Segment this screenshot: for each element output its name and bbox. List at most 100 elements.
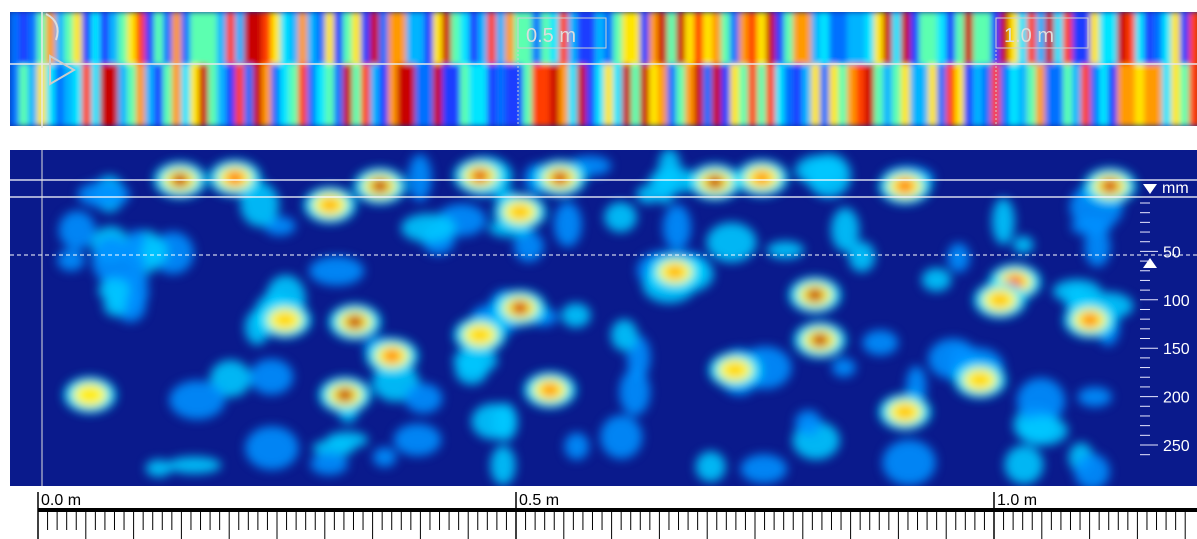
heat-blob-core xyxy=(726,363,744,377)
plan-heat-cell xyxy=(226,12,237,67)
plan-heat-cell xyxy=(343,64,354,126)
plan-heat-cell xyxy=(154,12,165,67)
plan-heat-cell xyxy=(1018,12,1029,67)
plan-heat-cell xyxy=(442,12,453,67)
plan-heat-cell xyxy=(208,12,219,67)
depth-tick-label: 200 xyxy=(1163,390,1190,407)
plan-heat-cell xyxy=(370,64,381,126)
plan-heat-cell xyxy=(127,64,138,126)
plan-heat-cell xyxy=(613,12,624,67)
plan-heat-cell xyxy=(1099,12,1110,67)
plan-heat-cell xyxy=(568,64,579,126)
plan-heat-cell xyxy=(946,64,957,126)
plan-heat-cell xyxy=(28,64,39,126)
plan-heat-cell xyxy=(865,12,876,67)
heat-blob xyxy=(455,355,489,385)
plan-heat-cell xyxy=(496,64,507,126)
plan-heat-cell xyxy=(856,64,867,126)
plan-heat-cell xyxy=(838,64,849,126)
plan-heat-cell xyxy=(784,12,795,67)
scan-direction-icon xyxy=(45,13,59,41)
plan-heat-cell xyxy=(172,64,183,126)
plan-heat-cell xyxy=(289,64,300,126)
plan-heat-cell xyxy=(730,64,741,126)
plan-heat-cell xyxy=(1018,64,1029,126)
plan-heat-cell xyxy=(532,64,543,126)
heat-blob xyxy=(706,222,757,263)
ruler-label: 1.0 m xyxy=(997,492,1037,509)
plan-heat-cell xyxy=(1036,12,1047,67)
plan-heat-cell xyxy=(595,64,606,126)
plan-heat-cell xyxy=(784,64,795,126)
plan-heat-cell xyxy=(640,12,651,67)
plan-heat-cell xyxy=(1027,12,1038,67)
depth-marker-up-icon[interactable] xyxy=(1143,258,1157,268)
heat-blob xyxy=(947,243,970,273)
plan-heat-cell xyxy=(667,12,678,67)
plan-heat-cell xyxy=(514,64,525,126)
depth-marker-down-icon[interactable] xyxy=(1143,184,1157,194)
plan-heat-cell xyxy=(217,12,228,67)
plan-heat-cell xyxy=(685,64,696,126)
plan-heat-cell xyxy=(64,64,75,126)
plan-heat-cell xyxy=(325,12,336,67)
plan-heat-cell xyxy=(1099,64,1110,126)
plan-heat-cell xyxy=(271,64,282,126)
plan-heat-cell xyxy=(874,12,885,67)
heat-blob xyxy=(77,181,130,208)
plan-heat-cell xyxy=(964,64,975,126)
plan-heat-cell xyxy=(1081,64,1092,126)
plan-heat-cell xyxy=(100,12,111,67)
plan-heat-cell xyxy=(892,12,903,67)
heat-blob xyxy=(245,426,299,470)
heat-blob xyxy=(831,358,856,378)
plan-heat-cell xyxy=(91,64,102,126)
plan-heat-cell xyxy=(316,64,327,126)
plan-heat-cell xyxy=(649,64,660,126)
heat-blob xyxy=(619,368,651,416)
heat-blob xyxy=(103,293,127,317)
plan-heat-cell xyxy=(676,64,687,126)
heat-blob-core xyxy=(371,179,389,193)
plan-heat-cell xyxy=(1000,64,1011,126)
plan-heat-cell xyxy=(739,64,750,126)
plan-heat-cell xyxy=(514,12,525,67)
heat-blob-core xyxy=(806,288,824,302)
plan-heat-cell xyxy=(640,64,651,126)
plan-heat-cell xyxy=(1171,12,1182,67)
plan-heat-cell xyxy=(1171,64,1182,126)
plan-heat-cell xyxy=(352,64,363,126)
plan-heat-cell xyxy=(730,12,741,67)
plan-heat-cell xyxy=(433,64,444,126)
plan-heat-cell xyxy=(100,64,111,126)
plan-heat-cell xyxy=(442,64,453,126)
heat-blob-core xyxy=(896,179,914,193)
plan-heat-cell xyxy=(1045,64,1056,126)
heat-blob-core xyxy=(1081,313,1099,327)
plan-heat-cell xyxy=(280,64,291,126)
plan-heat-cell xyxy=(460,12,471,67)
plan-heat-cell xyxy=(658,12,669,67)
plan-heat-cell xyxy=(361,64,372,126)
plan-heat-cell xyxy=(541,64,552,126)
plan-heat-cell xyxy=(973,12,984,67)
plan-heat-cell xyxy=(298,64,309,126)
plan-heat-cell xyxy=(1135,12,1146,67)
plan-heat-cell xyxy=(595,12,606,67)
plan-heat-cell xyxy=(136,12,147,67)
plan-heat-cell xyxy=(604,64,615,126)
plan-heat-cell xyxy=(586,12,597,67)
plan-heat-cell xyxy=(523,64,534,126)
plan-heat-cell xyxy=(424,12,435,67)
plan-heat-cell xyxy=(136,64,147,126)
plan-heat-cell xyxy=(289,12,300,67)
plan-heat-cell xyxy=(847,64,858,126)
depth-unit-label: mm xyxy=(1162,180,1189,197)
plan-heat-cell xyxy=(1000,12,1011,67)
plan-heat-cell xyxy=(55,64,66,126)
play-arrow-icon[interactable] xyxy=(49,54,76,86)
plan-heat-cell xyxy=(748,64,759,126)
plan-heat-cell xyxy=(703,64,714,126)
heat-blob xyxy=(806,153,852,198)
heat-blob xyxy=(862,330,899,356)
